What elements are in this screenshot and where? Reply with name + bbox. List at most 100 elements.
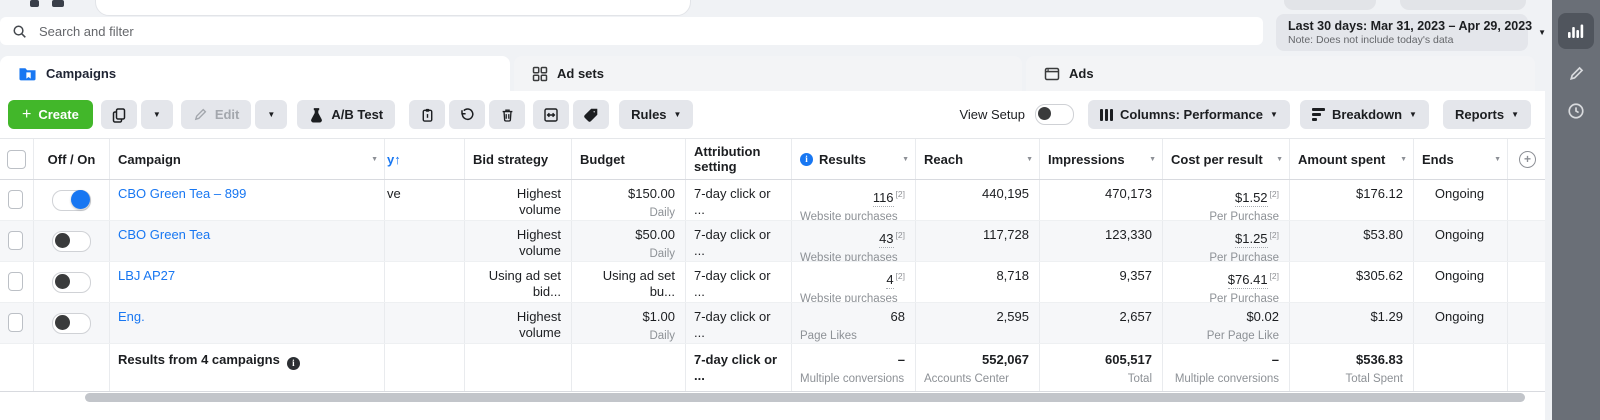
col-header-campaign[interactable]: Campaign ▼	[110, 139, 385, 179]
results-cell: 4 [2] Website purchases	[792, 262, 916, 302]
col-header-bid-strategy[interactable]: Bid strategy	[465, 139, 572, 179]
export-button[interactable]	[533, 100, 570, 129]
toggle-knob	[1037, 107, 1051, 120]
undo-button[interactable]	[449, 100, 486, 129]
duplicate-options-button[interactable]: ▼	[140, 100, 173, 129]
campaigns-table: Off / On Campaign ▼ y ↑ Bid strategy Budge…	[0, 138, 1545, 392]
edit-options-button[interactable]: ▼	[255, 100, 288, 129]
col-header-reach[interactable]: Reach ▼	[916, 139, 1040, 179]
tag-icon	[584, 108, 598, 122]
tab-campaigns[interactable]: Campaigns	[0, 56, 510, 91]
budget-cell: Using ad set bu...	[572, 262, 686, 302]
off-on-cell	[34, 344, 110, 391]
row-checkbox[interactable]	[8, 231, 23, 250]
plus-icon: +	[22, 105, 32, 123]
create-label: Create	[38, 107, 79, 122]
sort-up-icon: ↑	[394, 151, 401, 167]
reports-label: Reports	[1454, 107, 1505, 122]
search-input[interactable]	[37, 22, 941, 40]
campaign-name-link[interactable]: CBO Green Tea	[118, 227, 211, 242]
col-header-delivery[interactable]: y ↑	[385, 139, 465, 179]
chevron-down-icon: ▼	[1538, 27, 1547, 37]
results-cell: 116 [2] Website purchases	[792, 180, 916, 220]
delivery-cell	[385, 221, 465, 261]
col-header-ends[interactable]: Ends ▼	[1414, 139, 1508, 179]
chevron-down-icon: ▼	[1511, 109, 1519, 119]
add-column-cell	[1508, 344, 1545, 391]
columns-button[interactable]: Columns: Performance ▼	[1087, 100, 1290, 129]
chevron-down-icon: ▼	[152, 109, 161, 119]
campaign-name-link[interactable]: Eng.	[118, 309, 145, 324]
breakdown-bars-icon	[1311, 108, 1325, 121]
off-on-cell	[34, 221, 110, 261]
search-icon	[13, 25, 26, 38]
add-column-cell	[1508, 221, 1545, 261]
select-all-checkbox[interactable]	[7, 149, 26, 169]
col-header-results[interactable]: Results ▼	[792, 139, 916, 179]
summary-row: Results from 4 campaigns 7-day click or …	[0, 344, 1545, 392]
reach-cell: 8,718	[916, 262, 1040, 302]
chevron-down-icon: ▼	[1409, 109, 1417, 119]
col-header-cost-per-result[interactable]: Cost per result ▼	[1163, 139, 1290, 179]
col-header-amount-spent[interactable]: Amount spent ▼	[1290, 139, 1414, 179]
horizontal-scrollbar[interactable]	[85, 393, 1525, 402]
history-rail-button[interactable]	[1565, 100, 1587, 122]
tab-ads[interactable]: Ads	[1026, 56, 1535, 91]
tab-label: Ad sets	[557, 66, 604, 81]
row-checkbox[interactable]	[8, 190, 23, 209]
search-bar[interactable]	[0, 17, 1263, 45]
grid-icon	[532, 66, 548, 81]
cropped-top-input	[95, 0, 691, 16]
right-toolbar-rail	[1552, 0, 1600, 420]
ab-test-label: A/B Test	[331, 107, 384, 122]
duplicate-button[interactable]	[100, 100, 137, 129]
rules-button[interactable]: Rules ▼	[619, 100, 694, 129]
campaign-toggle[interactable]	[52, 313, 91, 334]
delivery-cell	[385, 262, 465, 302]
delete-button[interactable]	[489, 100, 526, 129]
reports-button[interactable]: Reports ▼	[1442, 100, 1531, 129]
add-column-cell: +	[1508, 139, 1545, 179]
col-header-budget[interactable]: Budget	[572, 139, 686, 179]
trash-icon	[502, 108, 513, 122]
campaign-name-link[interactable]: LBJ AP27	[118, 268, 176, 283]
edit-rail-button[interactable]	[1565, 62, 1587, 84]
charts-rail-button[interactable]	[1558, 13, 1594, 49]
amount-spent-cell: $53.80	[1290, 221, 1414, 261]
ab-test-button[interactable]: A/B Test	[297, 100, 396, 129]
row-checkbox[interactable]	[8, 272, 23, 291]
clipboard-button[interactable]	[409, 100, 446, 129]
results-info-icon[interactable]	[800, 152, 813, 166]
col-header-off-on: Off / On	[34, 139, 110, 179]
campaign-cell: CBO Green Tea – 899	[110, 180, 385, 220]
off-on-cell	[34, 303, 110, 343]
delivery-cell: ve	[385, 180, 465, 220]
ends-cell: Ongoing	[1414, 303, 1508, 343]
tab-label: Campaigns	[46, 66, 117, 81]
col-header-attribution[interactable]: Attribution setting	[686, 139, 792, 179]
summary-label-cell: Results from 4 campaigns	[110, 344, 385, 391]
checkbox-cell	[0, 344, 34, 391]
col-header-impressions[interactable]: Impressions ▼	[1040, 139, 1163, 179]
frame-icon	[1044, 67, 1060, 80]
export-icon	[544, 107, 558, 122]
tag-button[interactable]	[573, 100, 610, 129]
create-button[interactable]: + Create	[8, 100, 93, 129]
campaigns-toolbar: + Create ▼ Edit ▼	[0, 91, 1545, 138]
flask-icon	[311, 107, 323, 122]
add-column-cell	[1508, 303, 1545, 343]
add-column-icon[interactable]: +	[1519, 150, 1536, 168]
row-checkbox[interactable]	[8, 313, 23, 332]
campaign-name-link[interactable]: CBO Green Tea – 899	[118, 186, 247, 201]
campaign-toggle[interactable]	[52, 231, 91, 252]
date-range-note: Note: Does not include today's data	[1288, 34, 1454, 46]
summary-info-icon[interactable]	[286, 356, 300, 370]
tab-ad-sets[interactable]: Ad sets	[514, 56, 1022, 91]
edit-button[interactable]: Edit	[180, 100, 252, 129]
view-setup-toggle[interactable]	[1034, 104, 1074, 125]
date-range-selector[interactable]: Last 30 days: Mar 31, 2023 – Apr 29, 202…	[1276, 14, 1546, 51]
campaign-toggle[interactable]	[52, 190, 91, 211]
breakdown-button[interactable]: Breakdown ▼	[1299, 100, 1429, 129]
clipboard-icon	[422, 108, 433, 122]
campaign-toggle[interactable]	[52, 272, 91, 293]
